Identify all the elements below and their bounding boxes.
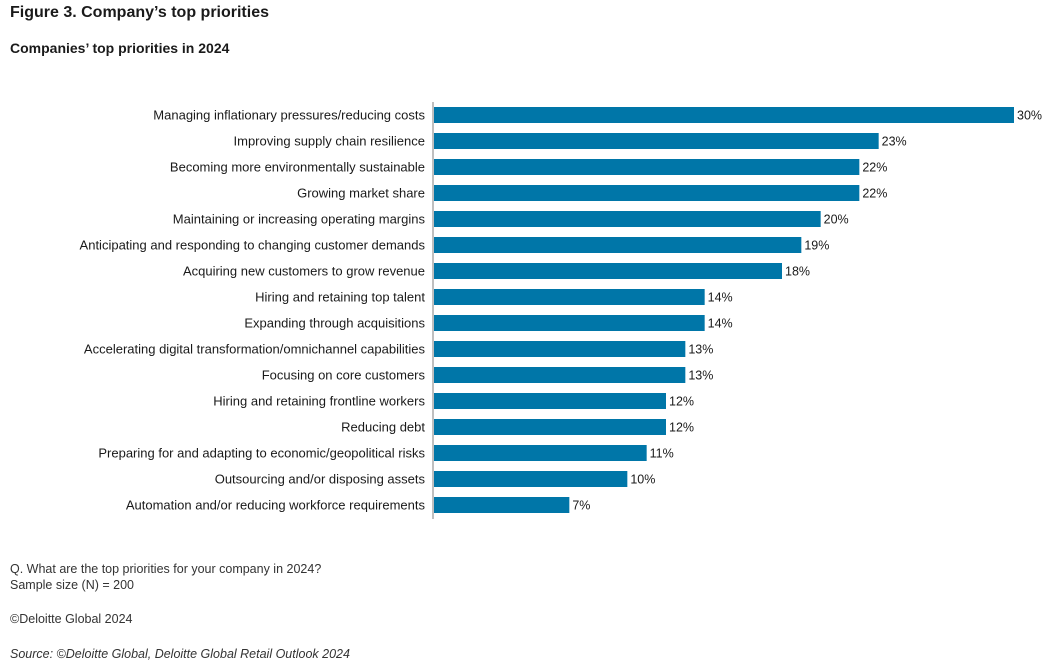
category-label: Improving supply chain resilience (234, 134, 425, 149)
source-note: Source: ©Deloitte Global, Deloitte Globa… (10, 647, 350, 661)
bar (434, 315, 705, 331)
category-label: Expanding through acquisitions (244, 316, 425, 331)
value-label: 30% (1017, 109, 1042, 123)
category-label: Outsourcing and/or disposing assets (215, 472, 426, 487)
value-label: 12% (669, 395, 694, 409)
category-label: Accelerating digital transformation/omni… (84, 342, 426, 357)
bar (434, 107, 1014, 123)
category-label: Hiring and retaining frontline workers (213, 394, 425, 409)
value-label: 14% (708, 317, 733, 331)
category-label: Automation and/or reducing workforce req… (126, 498, 426, 513)
category-label: Managing inflationary pressures/reducing… (153, 108, 425, 123)
bar (434, 185, 860, 201)
bar (434, 445, 647, 461)
bar (434, 367, 686, 383)
bar (434, 211, 821, 227)
category-label: Focusing on core customers (262, 368, 426, 383)
value-label: 14% (708, 291, 733, 305)
value-label: 12% (669, 421, 694, 435)
sample-size: Sample size (N) = 200 (10, 578, 135, 592)
bar (434, 159, 860, 175)
category-label: Anticipating and responding to changing … (80, 238, 426, 253)
category-label: Maintaining or increasing operating marg… (173, 212, 426, 227)
bar (434, 237, 802, 253)
figure-title: Figure 3. Company’s top priorities (10, 4, 269, 21)
value-label: 7% (572, 499, 590, 513)
category-label: Becoming more environmentally sustainabl… (170, 160, 425, 175)
value-label: 22% (862, 187, 887, 201)
value-label: 22% (862, 161, 887, 175)
category-label: Acquiring new customers to grow revenue (183, 264, 425, 279)
value-label: 13% (688, 369, 713, 383)
value-label: 19% (804, 239, 829, 253)
bar (434, 497, 570, 513)
value-label: 10% (630, 473, 655, 487)
value-label: 11% (650, 447, 674, 461)
category-label: Hiring and retaining top talent (255, 290, 425, 305)
value-label: 18% (785, 265, 810, 279)
bar (434, 341, 686, 357)
category-label: Preparing for and adapting to economic/g… (98, 446, 425, 461)
value-label: 23% (882, 135, 907, 149)
bar (434, 393, 666, 409)
bar (434, 471, 628, 487)
value-label: 20% (824, 213, 849, 227)
bar (434, 419, 666, 435)
bar (434, 133, 879, 149)
category-label: Reducing debt (341, 420, 425, 435)
bar-chart: Managing inflationary pressures/reducing… (80, 102, 1042, 519)
bar (434, 263, 782, 279)
bar (434, 289, 705, 305)
chart-subtitle: Companies’ top priorities in 2024 (10, 40, 230, 56)
copyright: ©Deloitte Global 2024 (10, 612, 133, 626)
value-label: 13% (688, 343, 713, 357)
category-label: Growing market share (297, 186, 425, 201)
survey-question: Q. What are the top priorities for your … (10, 562, 322, 576)
